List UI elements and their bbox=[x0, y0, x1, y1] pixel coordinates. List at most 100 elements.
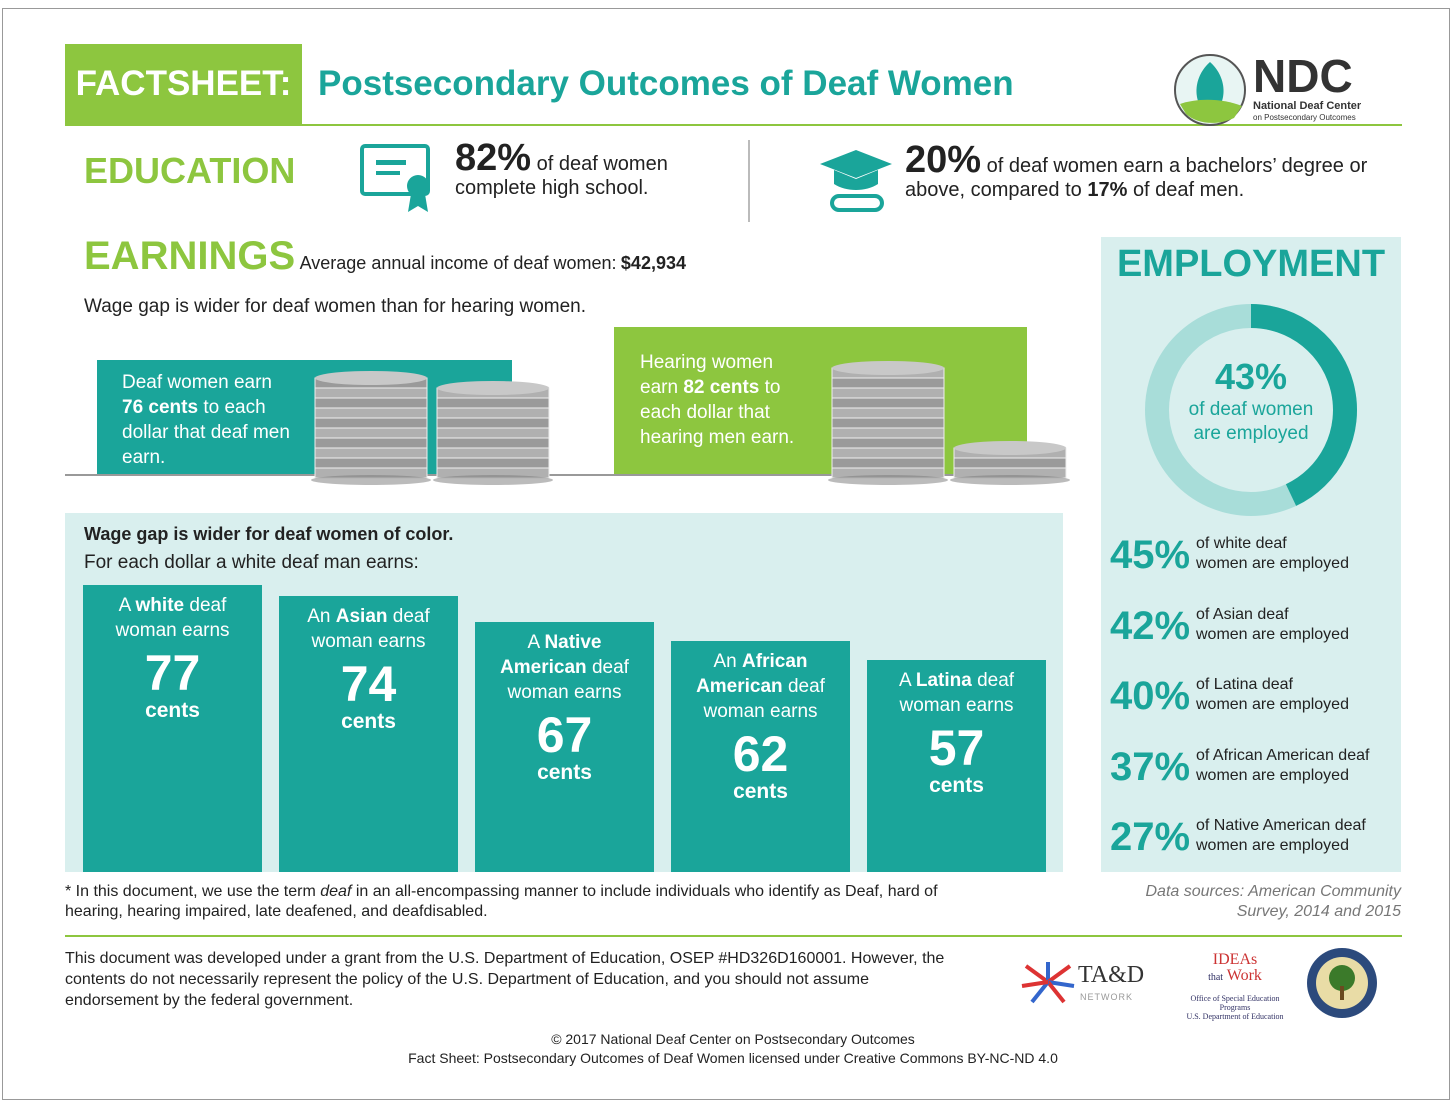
certificate-icon bbox=[358, 140, 438, 214]
body: FACTSHEET: Postsecondary Outcomes of Dea… bbox=[0, 0, 1454, 1109]
cap-top bbox=[820, 150, 892, 178]
bar-group: Latina bbox=[916, 670, 972, 691]
footnote-italic: deaf bbox=[320, 883, 351, 900]
ray bbox=[1048, 966, 1070, 982]
page: Factsheet {"header":{"tag":"FACTSHEET:",… bbox=[0, 0, 1454, 1109]
donut-label: 43% of deaf women are employed bbox=[1141, 356, 1361, 446]
footnote: * In this document, we use the term deaf… bbox=[65, 882, 985, 922]
bar-group: Asian bbox=[336, 606, 388, 627]
coin-art bbox=[0, 340, 1100, 490]
employment-line2: women are employed bbox=[1196, 625, 1349, 645]
color-gap-title: Wage gap is wider for deaf women of colo… bbox=[84, 524, 453, 545]
bar-unit: cents bbox=[279, 710, 458, 734]
coin-side bbox=[832, 428, 944, 438]
coin-side bbox=[315, 398, 427, 408]
employment-value: 27% bbox=[1110, 812, 1190, 862]
copyright: © 2017 National Deaf Center on Postsecon… bbox=[0, 1030, 1454, 1049]
coin-side bbox=[315, 448, 427, 458]
cert-ribbon bbox=[408, 194, 428, 212]
ndc-logo-mark bbox=[1172, 52, 1248, 128]
gap-note: Wage gap is wider for deaf women than fo… bbox=[84, 296, 586, 318]
coin-shadow bbox=[828, 475, 948, 485]
diploma bbox=[832, 196, 882, 210]
ideas3: Work bbox=[1227, 967, 1262, 984]
coin-top bbox=[954, 441, 1066, 455]
coin-side bbox=[832, 378, 944, 388]
employment-value: 45% bbox=[1110, 530, 1190, 580]
donut-line2: are employed bbox=[1141, 422, 1361, 446]
income-label: Average annual income of deaf women: bbox=[300, 253, 617, 273]
tad-sub: NETWORK bbox=[1080, 992, 1133, 1002]
employment-line1: of Native American deaf bbox=[1196, 816, 1366, 836]
ndc-line1: National Deaf Center bbox=[1253, 100, 1361, 112]
edu-stat2: 20% of deaf women earn a bachelors’ degr… bbox=[905, 148, 1385, 202]
bar-unit: cents bbox=[671, 780, 850, 804]
coin-side bbox=[315, 418, 427, 428]
bar-pre: An bbox=[714, 651, 737, 672]
bar-label: A Native American deaf woman earns bbox=[490, 630, 640, 705]
employment-value: 42% bbox=[1110, 601, 1190, 651]
coin-side bbox=[315, 388, 427, 398]
sources: Data sources: American Community Survey,… bbox=[1105, 882, 1401, 922]
employment-row: 42% of Asian deafwomen are employed bbox=[1110, 601, 1400, 651]
employment-value: 37% bbox=[1110, 742, 1190, 792]
bar-value: 74 bbox=[279, 658, 458, 710]
employment-line2: women are employed bbox=[1196, 554, 1349, 574]
disclaimer: This document was developed under a gran… bbox=[65, 948, 945, 1011]
bar-group: Native American bbox=[500, 632, 601, 678]
employment-line1: of Latina deaf bbox=[1196, 675, 1349, 695]
bar-group: white bbox=[136, 595, 185, 616]
employment-row: 40%of Latina deafwomen are employed bbox=[1110, 671, 1400, 721]
bar-value: 67 bbox=[475, 709, 654, 761]
bar-pre: An bbox=[307, 606, 330, 627]
coin-side bbox=[954, 458, 1066, 468]
employment-row: 37% of African American deafwomen are emp… bbox=[1110, 742, 1400, 792]
earnings-header: EARNINGS Average annual income of deaf w… bbox=[84, 234, 686, 279]
employment-line1: of white deaf bbox=[1196, 534, 1349, 554]
logo-ground bbox=[1180, 100, 1242, 123]
coin-shadow bbox=[950, 475, 1070, 485]
bar-unit: cents bbox=[475, 761, 654, 785]
license: Fact Sheet: Postsecondary Outcomes of De… bbox=[0, 1049, 1454, 1068]
employment-line2: women are employed bbox=[1196, 766, 1369, 786]
donut-value: 43% bbox=[1141, 356, 1361, 398]
bar-pre: A bbox=[119, 595, 131, 616]
header-title: Postsecondary Outcomes of Deaf Women bbox=[318, 64, 1014, 104]
star-rays bbox=[1022, 962, 1074, 1002]
footer-rule bbox=[65, 935, 1402, 937]
cert-line bbox=[376, 171, 400, 175]
coin-side bbox=[315, 428, 427, 438]
coin-side bbox=[315, 438, 427, 448]
employment-line1: of African American deaf bbox=[1196, 746, 1369, 766]
ideas2: that bbox=[1208, 972, 1223, 983]
coin-side bbox=[437, 418, 549, 428]
edu-stat2-value: 20% bbox=[905, 139, 981, 181]
bar-label: A Latina deaf woman earns bbox=[882, 668, 1032, 718]
edu-stat2-value2: 17% bbox=[1087, 179, 1127, 201]
cert-seal bbox=[407, 175, 429, 197]
color-gap-subtitle: For each dollar a white deaf man earns: bbox=[84, 552, 419, 574]
earnings-heading: EARNINGS bbox=[84, 234, 295, 278]
coin-side bbox=[437, 428, 549, 438]
coin-side bbox=[832, 448, 944, 458]
coin-top bbox=[832, 361, 944, 375]
coin-side bbox=[315, 458, 427, 468]
donut-line1: of deaf women bbox=[1141, 398, 1361, 422]
bar-label: An Asian deaf woman earns bbox=[294, 604, 444, 654]
employment-line1: of Asian deaf bbox=[1196, 605, 1349, 625]
bar: A white deaf woman earns77cents bbox=[83, 585, 262, 872]
edu-stat2-text2: of deaf men. bbox=[1133, 179, 1244, 201]
header-tag: FACTSHEET: bbox=[65, 64, 302, 104]
coin-side bbox=[437, 408, 549, 418]
coin-side bbox=[437, 398, 549, 408]
footnote-pre: * In this document, we use the term bbox=[65, 883, 316, 900]
ndc-name: NDC bbox=[1253, 52, 1353, 100]
edu-divider bbox=[748, 140, 750, 222]
graduation-icon bbox=[818, 146, 894, 216]
bar-pre: A bbox=[899, 670, 911, 691]
coin-top bbox=[315, 371, 427, 385]
